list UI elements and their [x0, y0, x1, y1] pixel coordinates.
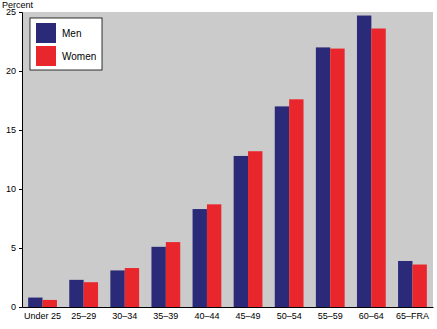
tick-mark [19, 12, 22, 13]
bar [84, 282, 98, 307]
tick: 35–39 [153, 307, 178, 321]
bar [151, 247, 165, 307]
tick: 25–29 [71, 307, 96, 321]
tick-label: 5 [11, 243, 16, 253]
tick: 65–FRA [396, 307, 429, 321]
plot: 0510152025Under 2525–2930–3435–3940–4445… [6, 7, 434, 321]
bar [398, 261, 412, 307]
tick: 45–49 [236, 307, 261, 321]
legend-swatch [36, 46, 56, 66]
tick: 15 [6, 125, 22, 135]
tick-mark [19, 189, 22, 190]
tick-label: 60–64 [359, 311, 384, 321]
legend-box [30, 18, 102, 70]
tick-mark [19, 130, 22, 131]
tick-label: 20 [6, 66, 16, 76]
tick: 40–44 [194, 307, 219, 321]
tick-label: 10 [6, 184, 16, 194]
bar [234, 156, 248, 307]
tick: 5 [11, 243, 22, 253]
bar [275, 106, 289, 307]
tick-label: Under 25 [24, 311, 61, 321]
tick-label: 45–49 [236, 311, 261, 321]
tick-label: 50–54 [277, 311, 302, 321]
tick-label: 0 [11, 302, 16, 312]
tick-label: 15 [6, 125, 16, 135]
tick: 20 [6, 66, 22, 76]
x-axis: Under 25 25–29 30–34 35–39 40–44 45–49 50–54 55… [23, 307, 434, 321]
tick-label: 65–FRA [396, 311, 429, 321]
bar [110, 270, 124, 307]
chart: 0510152025Under 2525–2930–3435–3940–4445… [0, 0, 437, 329]
tick: 10 [6, 184, 22, 194]
bar [43, 300, 57, 307]
bar [412, 265, 426, 307]
tick-label: 55–59 [318, 311, 343, 321]
bar [248, 151, 262, 307]
legend-swatch [36, 23, 56, 43]
tick-label: 25–29 [71, 311, 96, 321]
bar [330, 49, 344, 307]
y-axis: 0510152025 [6, 7, 23, 312]
axis-line [19, 13, 23, 308]
tick: Under 25 [24, 307, 61, 321]
tick-label: 35–39 [153, 311, 178, 321]
legend-label: Men [62, 28, 81, 39]
tick: 30–34 [112, 307, 137, 321]
legend-label: Women [62, 51, 96, 62]
tick: 60–64 [359, 307, 384, 321]
tick: 0 [11, 302, 22, 312]
bar [357, 16, 371, 307]
bar [289, 99, 303, 307]
plot-background [22, 12, 433, 307]
bar [28, 298, 42, 307]
bar [371, 29, 385, 307]
tick: 55–59 [318, 307, 343, 321]
tick: 50–54 [277, 307, 302, 321]
bar [193, 209, 207, 307]
bar [207, 204, 221, 307]
bar [125, 268, 139, 307]
bar [316, 47, 330, 307]
bars [28, 16, 427, 307]
tick-label: 30–34 [112, 311, 137, 321]
legend: Men Women [30, 18, 102, 70]
tick-label: 40–44 [194, 311, 219, 321]
axis-title: Percent [2, 0, 34, 10]
tick-mark [19, 71, 22, 72]
tick-mark [19, 307, 22, 308]
axis-line [23, 307, 434, 308]
tick-mark [19, 248, 22, 249]
bar [69, 280, 83, 307]
bar [166, 242, 180, 307]
